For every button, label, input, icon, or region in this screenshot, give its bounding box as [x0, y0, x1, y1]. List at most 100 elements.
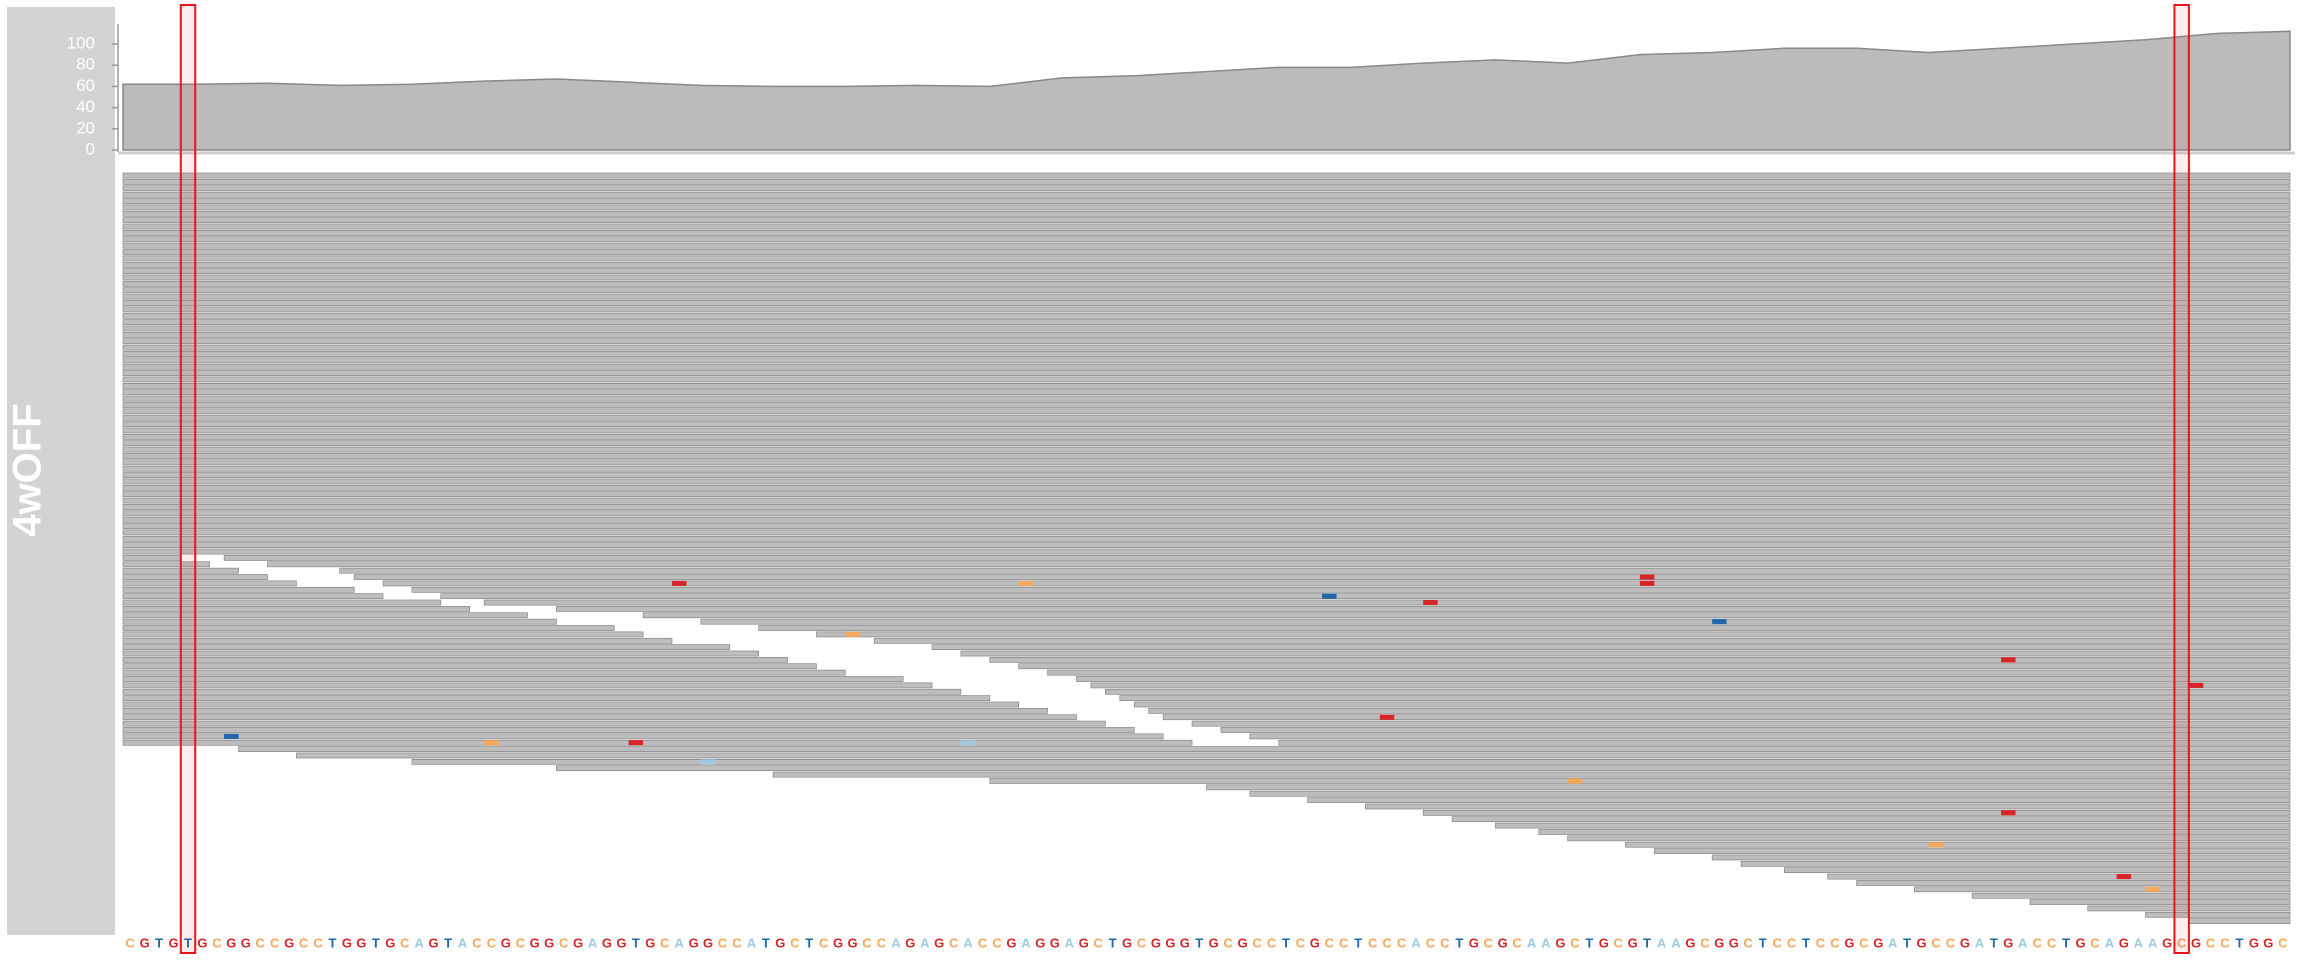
- y-tick-label: 60: [76, 76, 95, 95]
- base-letter: G: [2119, 935, 2129, 950]
- base-letter: G: [1555, 935, 1565, 950]
- read: [122, 497, 2291, 504]
- mismatch: [1567, 778, 1583, 784]
- base-letter: G: [1960, 935, 1970, 950]
- base-letter: C: [732, 935, 742, 950]
- mismatch: [845, 631, 860, 637]
- read: [873, 637, 2291, 644]
- base-letter: G: [1035, 935, 1045, 950]
- read: [122, 484, 2291, 491]
- base-letter: G: [2075, 935, 2085, 950]
- read: [1451, 816, 2291, 823]
- read: [122, 249, 2291, 255]
- base-letter: T: [184, 935, 192, 950]
- base-letter: G: [1310, 935, 1320, 950]
- read: [122, 363, 2291, 370]
- read: [1076, 676, 2291, 682]
- read: [122, 631, 644, 638]
- mismatch: [628, 740, 644, 746]
- read: [1047, 669, 2291, 676]
- base-letter: C: [978, 935, 988, 950]
- read: [122, 395, 2291, 402]
- base-letter: T: [329, 935, 337, 950]
- read: [122, 491, 2291, 498]
- base-letter: C: [2206, 935, 2216, 950]
- read: [1206, 784, 2291, 791]
- mismatch: [1639, 574, 1655, 580]
- base-letter: T: [1903, 935, 1911, 950]
- read: [1249, 790, 2291, 797]
- base-letter: C: [877, 935, 887, 950]
- read: [122, 650, 759, 657]
- base-letter: C: [270, 935, 280, 950]
- base-letter: T: [2235, 935, 2243, 950]
- read: [122, 586, 355, 593]
- base-letter: T: [632, 935, 640, 950]
- read: [122, 223, 2291, 230]
- base-letter: G: [616, 935, 626, 950]
- read: [1711, 854, 2291, 861]
- read: [122, 433, 2291, 440]
- read: [2188, 918, 2291, 925]
- base-letter: A: [920, 935, 930, 950]
- read: [2029, 899, 2291, 905]
- base-letter: G: [573, 935, 583, 950]
- base-letter: C: [1931, 935, 1941, 950]
- read: [411, 759, 2291, 765]
- base-letter: G: [1714, 935, 1724, 950]
- track-label: 4wOFF: [6, 403, 50, 536]
- base-letter: C: [1252, 935, 1262, 950]
- mismatch: [1639, 580, 1655, 586]
- base-letter: G: [226, 935, 236, 950]
- y-tick-label: 80: [76, 55, 95, 74]
- read: [960, 650, 2291, 657]
- mismatch: [2145, 886, 2160, 892]
- base-letter: A: [458, 935, 468, 950]
- base-letter: C: [1744, 935, 1754, 950]
- read: [339, 567, 2291, 574]
- base-letter: C: [1382, 935, 1392, 950]
- base-letter: C: [1368, 935, 1378, 950]
- read: [122, 510, 2291, 517]
- read: [989, 778, 2291, 784]
- base-letter: C: [212, 935, 222, 950]
- read: [483, 599, 2291, 606]
- base-letter: C: [1614, 935, 1624, 950]
- base-letter: G: [356, 935, 366, 950]
- read: [1220, 727, 2291, 733]
- base-letter: C: [1339, 935, 1349, 950]
- base-letter: A: [1411, 935, 1421, 950]
- base-letter: T: [1990, 935, 1998, 950]
- base-letter: T: [1759, 935, 1767, 950]
- read: [440, 593, 2291, 600]
- read: [122, 261, 2291, 268]
- read: [1018, 663, 2291, 670]
- base-letter: A: [1541, 935, 1551, 950]
- base-letter: C: [1137, 935, 1147, 950]
- read: [122, 236, 2291, 243]
- read: [1625, 841, 2291, 848]
- read: [238, 746, 2291, 752]
- read: [1278, 739, 2291, 746]
- read: [122, 319, 2291, 325]
- read: [122, 242, 2291, 249]
- mismatch: [2001, 810, 2016, 816]
- base-letter: G: [689, 935, 699, 950]
- base-letter: G: [1050, 935, 1060, 950]
- read: [122, 593, 384, 600]
- base-letter: T: [805, 935, 813, 950]
- base-letter: G: [1498, 935, 1508, 950]
- read: [122, 701, 1019, 708]
- base-letter: A: [2134, 935, 2144, 950]
- base-letter: A: [2105, 935, 2115, 950]
- base-letter: T: [1802, 935, 1810, 950]
- base-letter: T: [372, 935, 380, 950]
- read: [122, 383, 2291, 389]
- read: [296, 752, 2291, 759]
- read: [122, 459, 2291, 466]
- base-letter: G: [342, 935, 352, 950]
- base-letter: G: [2263, 935, 2273, 950]
- read: [1119, 695, 2291, 701]
- read: [1567, 835, 2291, 842]
- base-letter: A: [891, 935, 901, 950]
